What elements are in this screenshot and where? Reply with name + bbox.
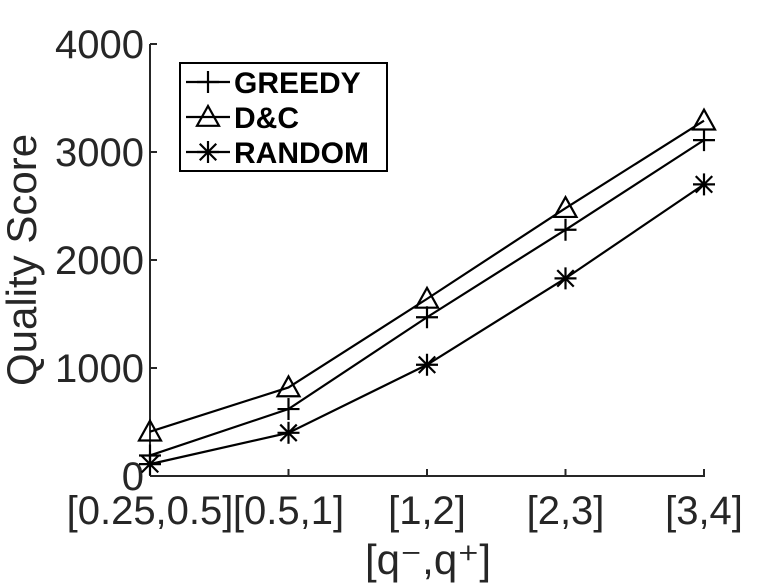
asterisk-stroke	[417, 355, 437, 374]
asterisk-stroke	[279, 423, 298, 442]
x-tick-label: [0.25,0.5]	[67, 489, 234, 533]
legend-label: D&C	[234, 102, 299, 135]
triangle-shape	[552, 194, 579, 219]
triangle-shape	[414, 285, 440, 309]
x-axis-title: [q⁻,q⁺]	[365, 536, 491, 583]
legend-marker	[197, 141, 219, 163]
y-tick-label: 1000	[55, 347, 144, 391]
data-point	[693, 129, 715, 152]
data-point	[275, 374, 302, 398]
data-point	[691, 107, 717, 131]
x-tick-label: [2,3]	[527, 489, 605, 533]
triangle-shape	[195, 103, 221, 127]
y-tick-label: 2000	[55, 239, 144, 283]
asterisk-stroke	[556, 269, 575, 288]
x-tick-label: [1,2]	[388, 489, 466, 533]
data-point	[693, 173, 715, 196]
asterisk-stroke	[198, 142, 218, 162]
series-layer	[137, 107, 717, 476]
legend-marker	[195, 103, 221, 127]
x-tick-label: [3,4]	[665, 489, 743, 533]
data-point	[416, 353, 438, 376]
data-point	[137, 418, 163, 442]
series-line	[149, 119, 705, 433]
y-tick-label: 4000	[55, 23, 144, 67]
legend-entry: D&C	[186, 102, 299, 135]
data-point	[552, 194, 579, 219]
asterisk-stroke	[694, 175, 714, 194]
data-point	[554, 218, 577, 241]
legend-entry: GREEDY	[186, 67, 361, 100]
data-point	[277, 421, 300, 444]
data-point	[414, 285, 440, 309]
series-d-c	[137, 107, 717, 442]
x-tick-label: [0.5,1]	[233, 489, 344, 533]
series-random	[139, 173, 715, 476]
triangle-shape	[275, 374, 302, 398]
asterisk-stroke	[140, 455, 160, 474]
y-tick-label: 0	[122, 455, 144, 499]
data-point	[416, 306, 438, 329]
legend-marker	[197, 71, 219, 93]
legend-label: RANDOM	[234, 137, 369, 170]
y-axis-title: Quality Score	[0, 134, 45, 386]
triangle-shape	[137, 418, 163, 442]
triangle-shape	[691, 107, 717, 131]
data-point	[277, 398, 300, 421]
legend-entry: RANDOM	[186, 137, 369, 170]
data-point	[554, 267, 577, 290]
y-ticks: 0 1000 2000 3000 4000	[55, 23, 157, 499]
y-tick-label: 3000	[55, 131, 144, 175]
data-point	[139, 453, 161, 476]
legend-label: GREEDY	[234, 67, 361, 100]
x-ticks: [0.25,0.5] [0.5,1] [1,2] [2,3] [3,4]	[67, 469, 743, 533]
